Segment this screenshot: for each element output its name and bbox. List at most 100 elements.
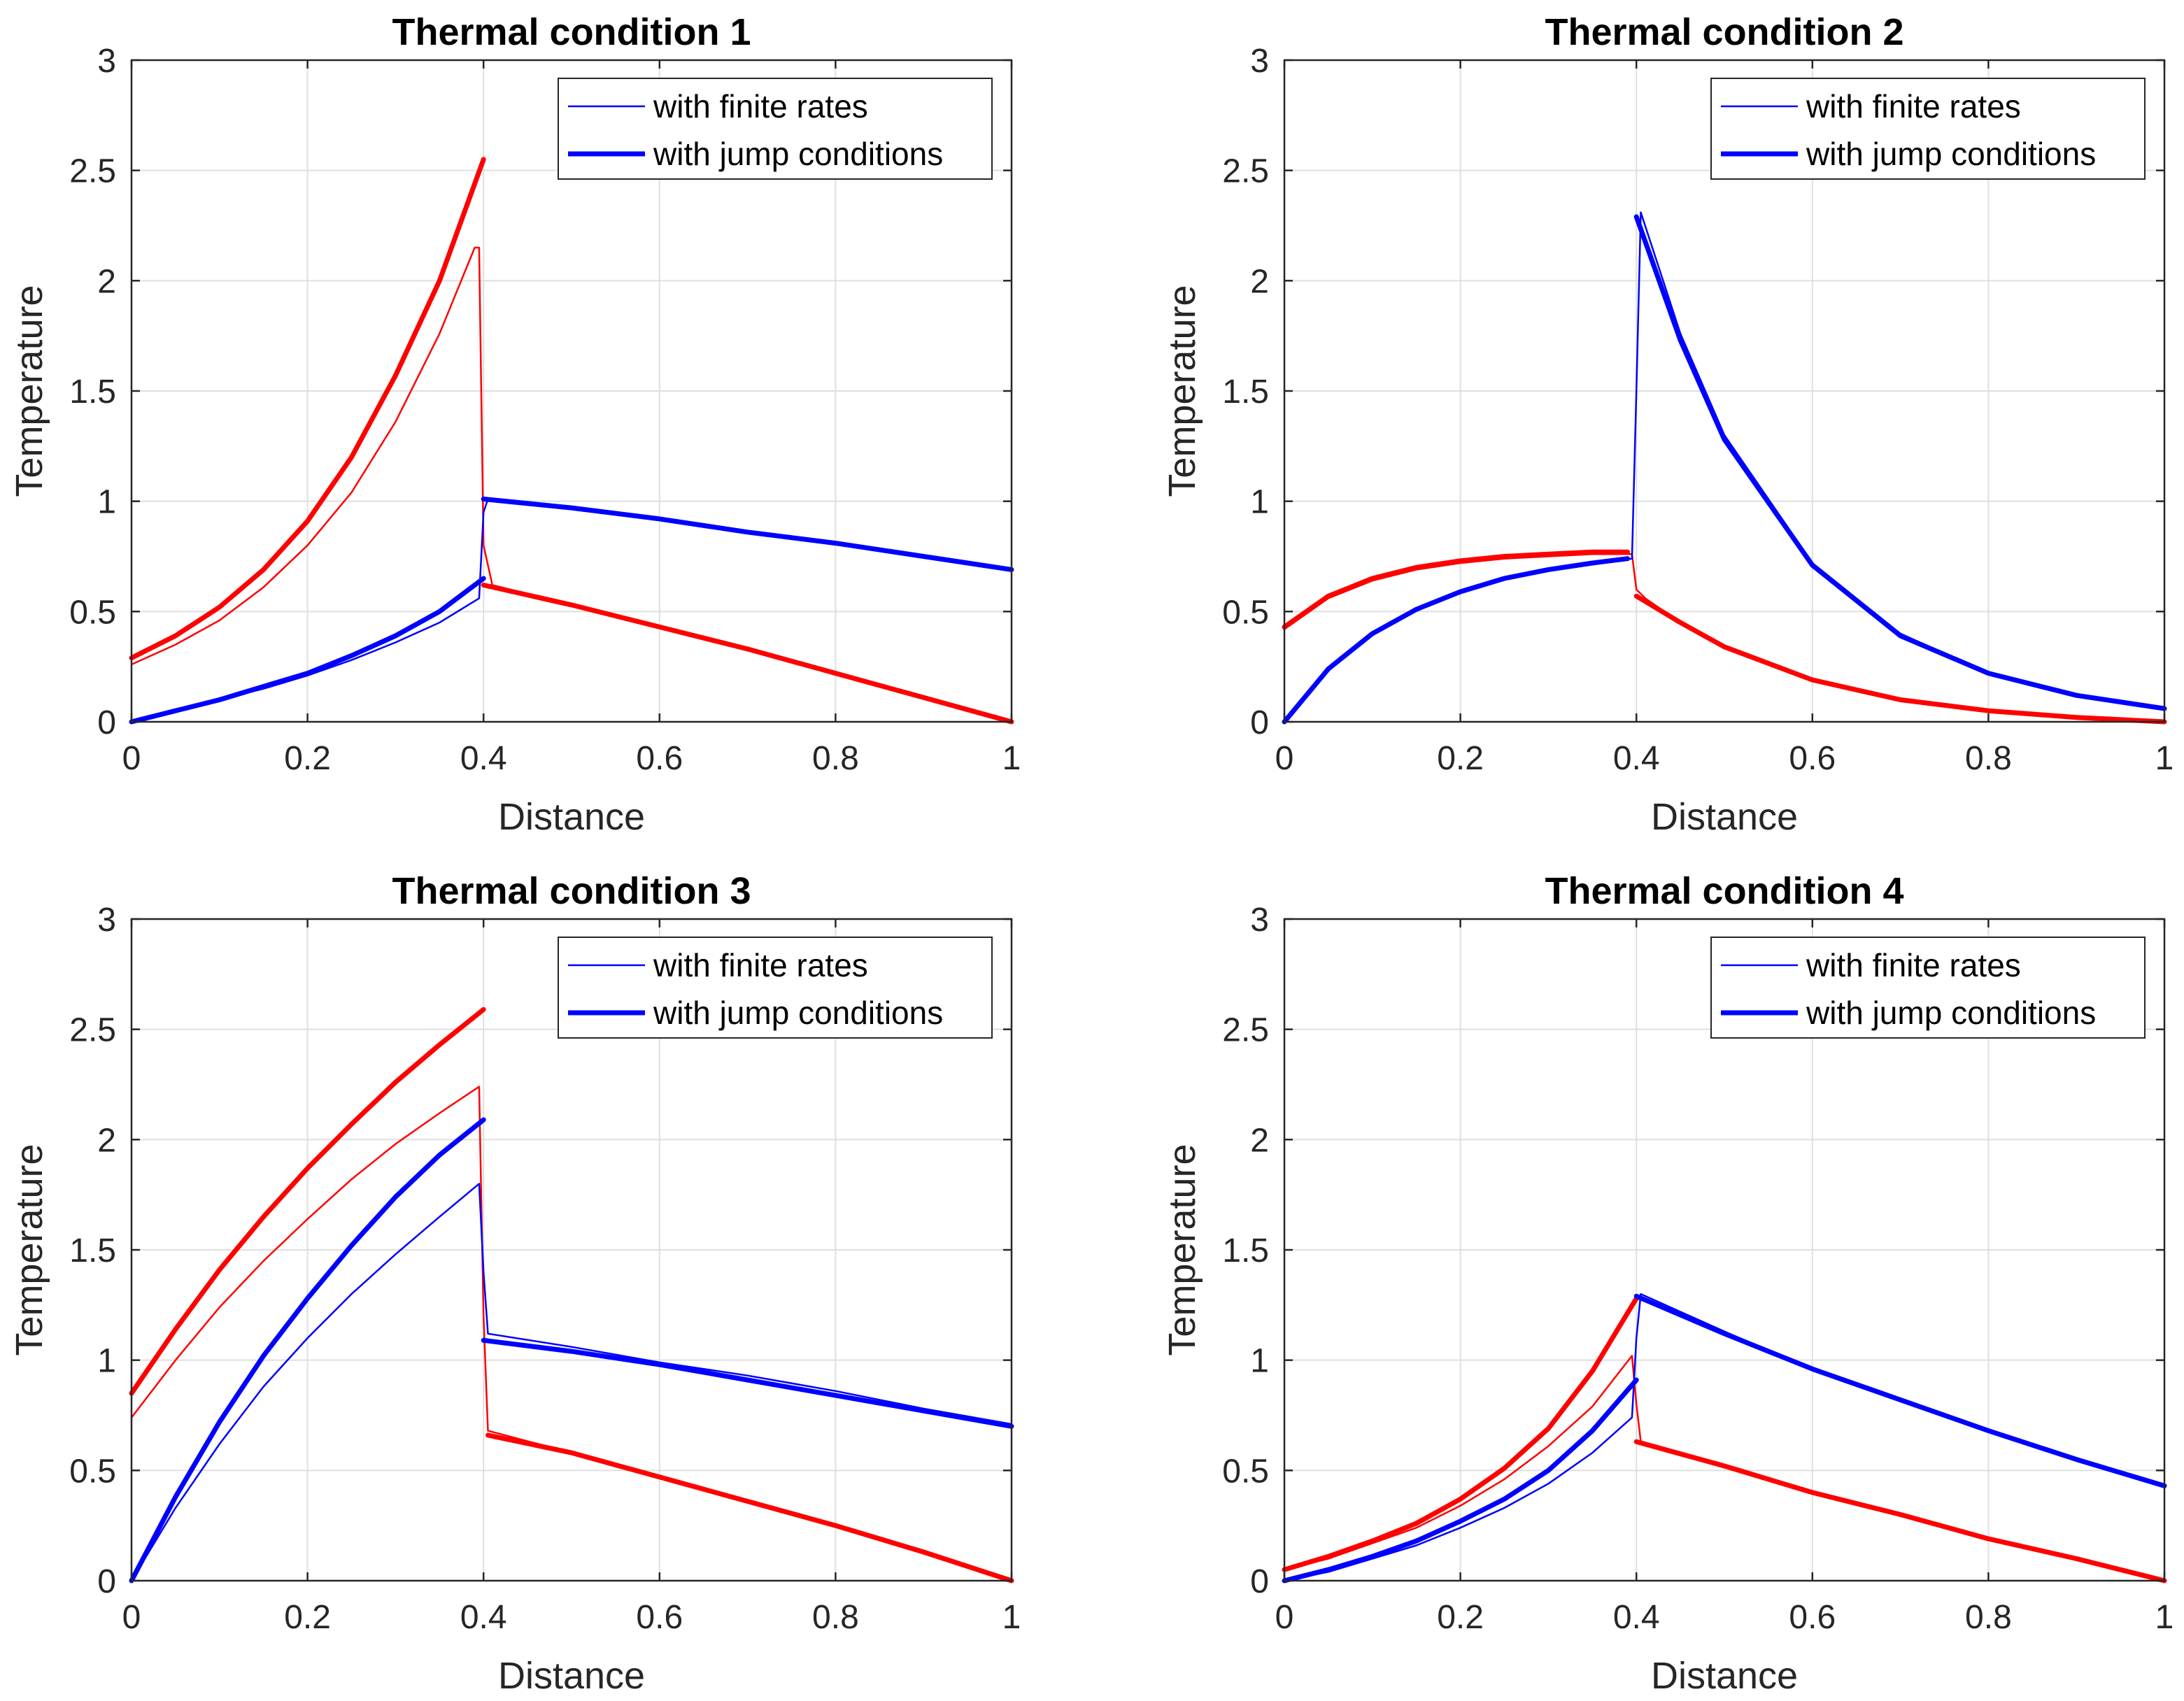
- legend-box: [1710, 937, 2146, 1039]
- legend-box: [558, 78, 993, 180]
- y-tick-label: 2: [97, 263, 116, 300]
- x-axis-label: Distance: [1651, 796, 1798, 838]
- y-tick-label: 0: [1250, 1563, 1269, 1600]
- y-axis-label: Temperature: [8, 1144, 50, 1355]
- series-line-red-thick: [129, 157, 486, 661]
- x-tick-label: 0.8: [1965, 1599, 2012, 1636]
- x-tick-label: 1: [2155, 1599, 2174, 1636]
- y-tick-label: 1: [97, 484, 116, 521]
- series-line-red-thick: [1633, 593, 2167, 725]
- y-tick-label: 1: [1250, 484, 1269, 521]
- series-line-blue-thick: [1633, 1293, 2167, 1488]
- series-line-blue-thick: [129, 576, 486, 725]
- y-tick-label: 3: [97, 43, 116, 80]
- legend-label: with finite rates: [1806, 88, 2021, 124]
- series-line-red-thick: [1282, 1295, 1639, 1572]
- x-tick-label: 0.2: [1437, 740, 1484, 777]
- y-tick-label: 0: [1250, 704, 1269, 741]
- y-axis-label: Temperature: [1161, 285, 1203, 497]
- x-tick-label: 0.6: [1789, 1599, 1836, 1636]
- y-tick-label: 1.5: [69, 1232, 116, 1269]
- series-line-red-thick: [129, 1006, 486, 1396]
- series-line-blue-thick: [1282, 1377, 1639, 1583]
- y-tick-label: 2.5: [69, 153, 116, 190]
- y-tick-label: 0.5: [69, 1453, 116, 1490]
- x-tick-label: 1: [1002, 740, 1021, 777]
- legend: with finite rates with jump conditions: [1710, 78, 2146, 180]
- x-tick-label: 0.4: [460, 1599, 507, 1636]
- legend-box: [1710, 78, 2146, 180]
- x-tick-label: 1: [2155, 740, 2174, 777]
- series-line-red-thick: [1633, 1439, 2167, 1583]
- x-tick-label: 0.6: [636, 1599, 683, 1636]
- y-tick-label: 3: [1250, 43, 1269, 80]
- x-axis-label: Distance: [498, 796, 645, 838]
- chart-panel-4: 0 0.2 0.4 0.6 0.8 1 0 0.5 1 1.5 2 2.5 3 Thermal condi…: [1161, 870, 2174, 1697]
- y-tick-label: 0.5: [1222, 594, 1269, 631]
- y-tick-label: 2.5: [1222, 1012, 1269, 1049]
- y-tick-label: 1.5: [1222, 1232, 1269, 1269]
- y-axis-label: Temperature: [8, 285, 50, 497]
- legend: with finite rates with jump conditions: [558, 937, 993, 1039]
- chart-title: Thermal condition 3: [392, 870, 751, 912]
- x-axis-label: Distance: [1651, 1655, 1798, 1697]
- series-line-blue-thick: [481, 497, 1014, 572]
- x-tick-label: 1: [1002, 1599, 1021, 1636]
- y-tick-label: 1: [97, 1343, 116, 1380]
- x-tick-label: 0.8: [1965, 740, 2012, 777]
- legend-label: with jump conditions: [1806, 995, 2096, 1031]
- series-line-blue-thick: [1282, 556, 1631, 725]
- x-tick-label: 0: [122, 740, 141, 777]
- x-axis-label: Distance: [498, 1655, 645, 1697]
- chart-title: Thermal condition 4: [1545, 870, 1903, 912]
- x-tick-label: 0.4: [460, 740, 507, 777]
- y-tick-label: 0: [97, 1563, 116, 1600]
- y-axis-label: Temperature: [1161, 1144, 1203, 1355]
- y-tick-label: 0: [97, 704, 116, 741]
- legend: with finite rates with jump conditions: [558, 78, 993, 180]
- chart-panel-2: 0 0.2 0.4 0.6 0.8 1 0 0.5 1 1.5 2 2.5 3 Thermal condi…: [1161, 11, 2174, 838]
- chart-title: Thermal condition 2: [1545, 11, 1903, 53]
- y-tick-label: 2: [1250, 1122, 1269, 1159]
- y-tick-label: 3: [97, 902, 116, 939]
- series-line-blue-thick: [129, 1117, 486, 1583]
- series-line-blue-thick: [1633, 214, 2167, 711]
- y-tick-label: 3: [1250, 902, 1269, 939]
- x-tick-label: 0.2: [1437, 1599, 1484, 1636]
- x-tick-label: 0: [1275, 740, 1294, 777]
- series-line-blue-thin: [130, 1183, 1013, 1582]
- x-tick-label: 0.6: [636, 740, 683, 777]
- y-tick-label: 2: [1250, 263, 1269, 300]
- x-tick-label: 0: [1275, 1599, 1294, 1636]
- x-tick-label: 0.4: [1613, 1599, 1660, 1636]
- x-tick-label: 0.2: [284, 740, 331, 777]
- legend-label: with finite rates: [653, 88, 868, 124]
- legend-box: [558, 937, 993, 1039]
- series-line-red-thick: [481, 583, 1014, 725]
- y-tick-label: 1.5: [1222, 373, 1269, 411]
- y-tick-label: 2.5: [69, 1012, 116, 1049]
- legend-label: with jump conditions: [653, 136, 943, 172]
- series-line-blue-thick: [481, 1337, 1014, 1429]
- series-line-red-thick: [1282, 549, 1631, 629]
- y-tick-label: 0.5: [69, 594, 116, 631]
- chart-title: Thermal condition 1: [392, 11, 751, 53]
- x-tick-label: 0.4: [1613, 740, 1660, 777]
- x-tick-label: 0.6: [1789, 740, 1836, 777]
- legend: with finite rates with jump conditions: [1710, 937, 2146, 1039]
- legend-label: with finite rates: [1806, 947, 2021, 983]
- x-tick-label: 0.2: [284, 1599, 331, 1636]
- series-line-red-thick: [485, 1432, 1014, 1583]
- y-tick-label: 2.5: [1222, 153, 1269, 190]
- legend-label: with jump conditions: [1806, 136, 2096, 172]
- y-tick-label: 0.5: [1222, 1453, 1269, 1490]
- x-tick-label: 0.8: [812, 1599, 859, 1636]
- x-tick-label: 0: [122, 1599, 141, 1636]
- legend-label: with jump conditions: [653, 995, 943, 1031]
- y-tick-label: 2: [97, 1122, 116, 1159]
- y-tick-label: 1: [1250, 1343, 1269, 1380]
- legend-label: with finite rates: [653, 947, 868, 983]
- chart-panel-3: 0 0.2 0.4 0.6 0.8 1 0 0.5 1 1.5 2 2.5 3 Thermal condi…: [8, 870, 1021, 1697]
- chart-panel-1: 0 0.2 0.4 0.6 0.8 1 0 0.5 1 1.5 2 2.5 3 Thermal condi…: [8, 11, 1021, 838]
